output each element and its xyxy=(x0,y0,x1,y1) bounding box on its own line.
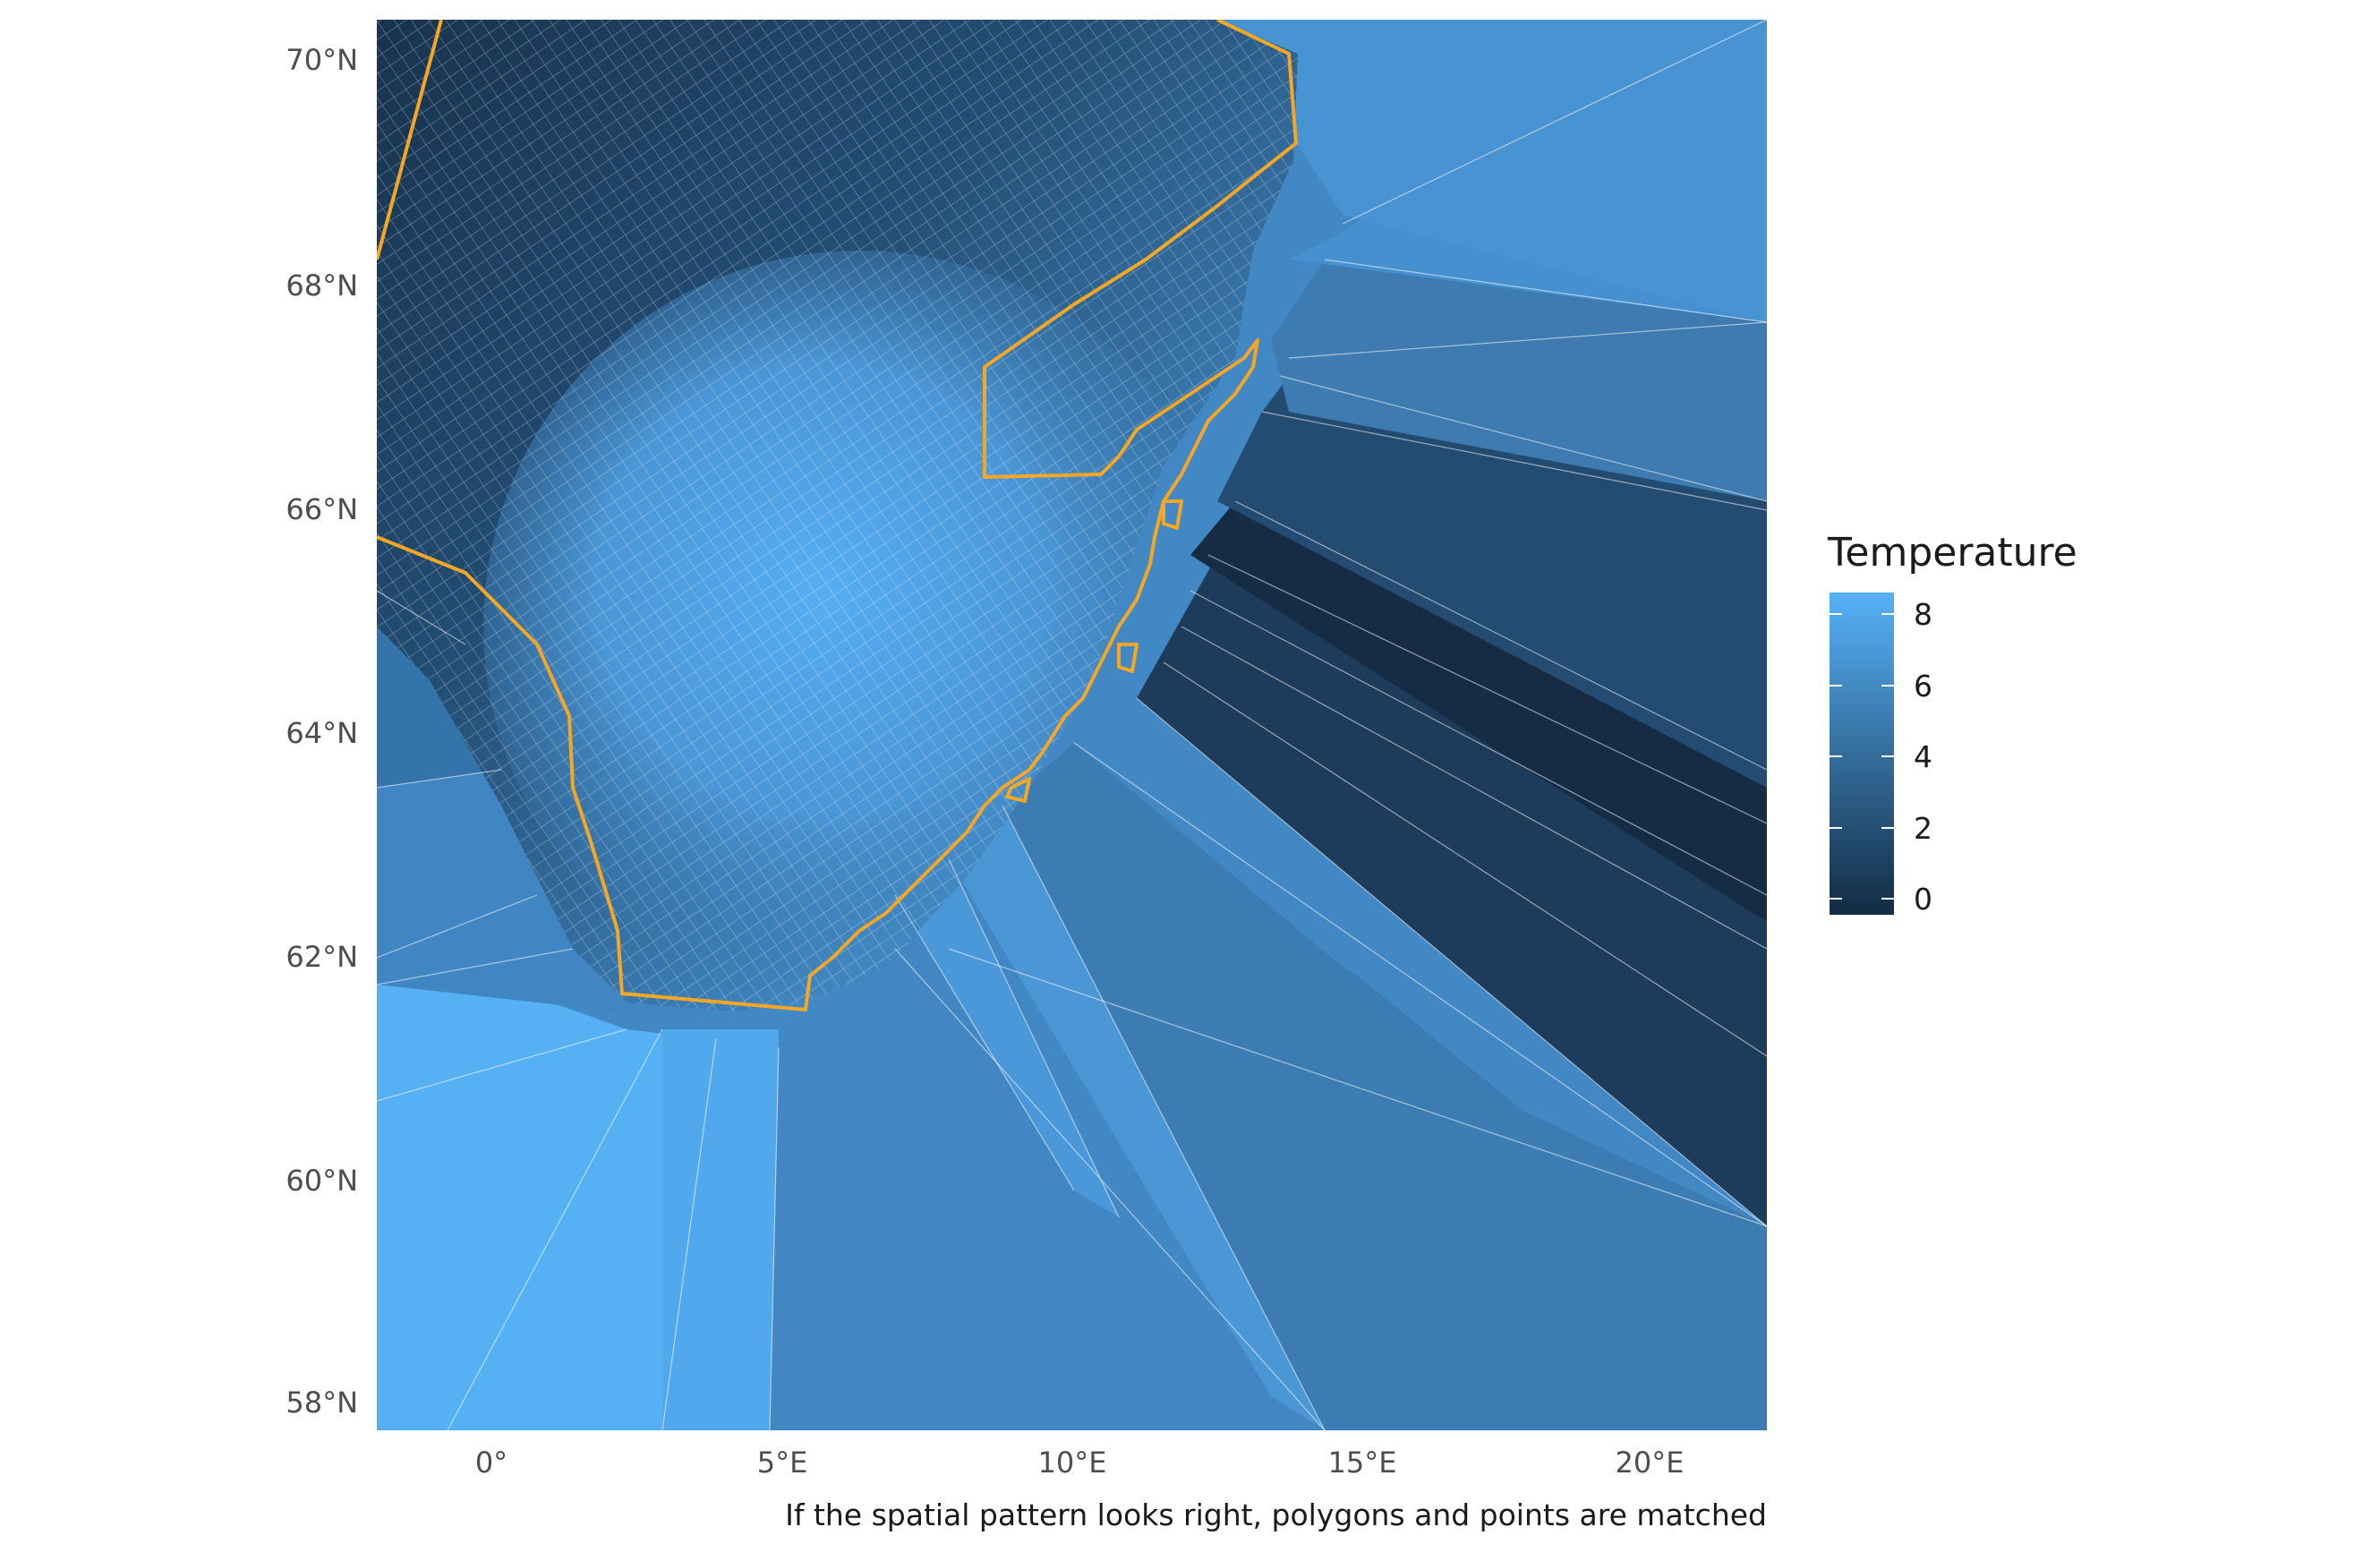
legend-tick-6: 6 xyxy=(1914,669,1932,704)
lat-label-68: 68°N xyxy=(286,269,358,303)
lat-label-66: 66°N xyxy=(286,492,358,526)
longitude-axis: 0° 5°E 10°E 15°E 20°E xyxy=(475,1446,1685,1480)
map-panel xyxy=(377,20,1767,1430)
latitude-axis: 70°N 68°N 66°N 64°N 62°N 60°N 58°N xyxy=(286,43,358,1420)
legend-colorbar xyxy=(1830,593,1894,915)
voronoi-east-band-light xyxy=(1074,698,1767,1226)
caption: If the spatial pattern looks right, poly… xyxy=(785,1497,1767,1532)
lat-label-64: 64°N xyxy=(286,716,358,750)
voronoi-edges xyxy=(377,20,1767,1430)
voronoi-northeast-top xyxy=(1217,20,1767,322)
voronoi-south-strip xyxy=(662,1029,779,1430)
legend: Temperature 8 6 4 2 0 xyxy=(1827,530,2077,917)
lon-label-20e: 20°E xyxy=(1616,1446,1685,1480)
voronoi-wedge-2 xyxy=(949,806,1325,1430)
legend-tick-8: 8 xyxy=(1914,597,1932,632)
legend-tick-4: 4 xyxy=(1914,739,1932,774)
region-outline xyxy=(377,20,1298,1011)
legend-tick-0: 0 xyxy=(1914,882,1932,917)
legend-title: Temperature xyxy=(1827,530,2077,576)
lon-label-0: 0° xyxy=(475,1446,508,1480)
lon-label-15e: 15°E xyxy=(1328,1446,1397,1480)
lon-label-10e: 10°E xyxy=(1038,1446,1107,1480)
voronoi-south-east xyxy=(1002,743,1767,1430)
voronoi-east-darkest xyxy=(1137,555,1767,1226)
voronoi-east-dark-2 xyxy=(1190,501,1767,922)
voronoi-south-central xyxy=(770,895,1325,1430)
lat-label-58: 58°N xyxy=(286,1386,358,1420)
legend-tick-2: 2 xyxy=(1914,811,1932,846)
lat-label-70: 70°N xyxy=(286,43,358,77)
legend-ticks xyxy=(1830,613,1894,900)
voronoi-east-mid xyxy=(1271,260,1767,501)
voronoi-wedge-1 xyxy=(895,859,1119,1217)
lat-label-60: 60°N xyxy=(286,1164,358,1198)
lon-label-5e: 5°E xyxy=(757,1446,808,1480)
voronoi-east-dark-3 xyxy=(1217,412,1767,788)
lat-label-62: 62°N xyxy=(286,940,358,974)
